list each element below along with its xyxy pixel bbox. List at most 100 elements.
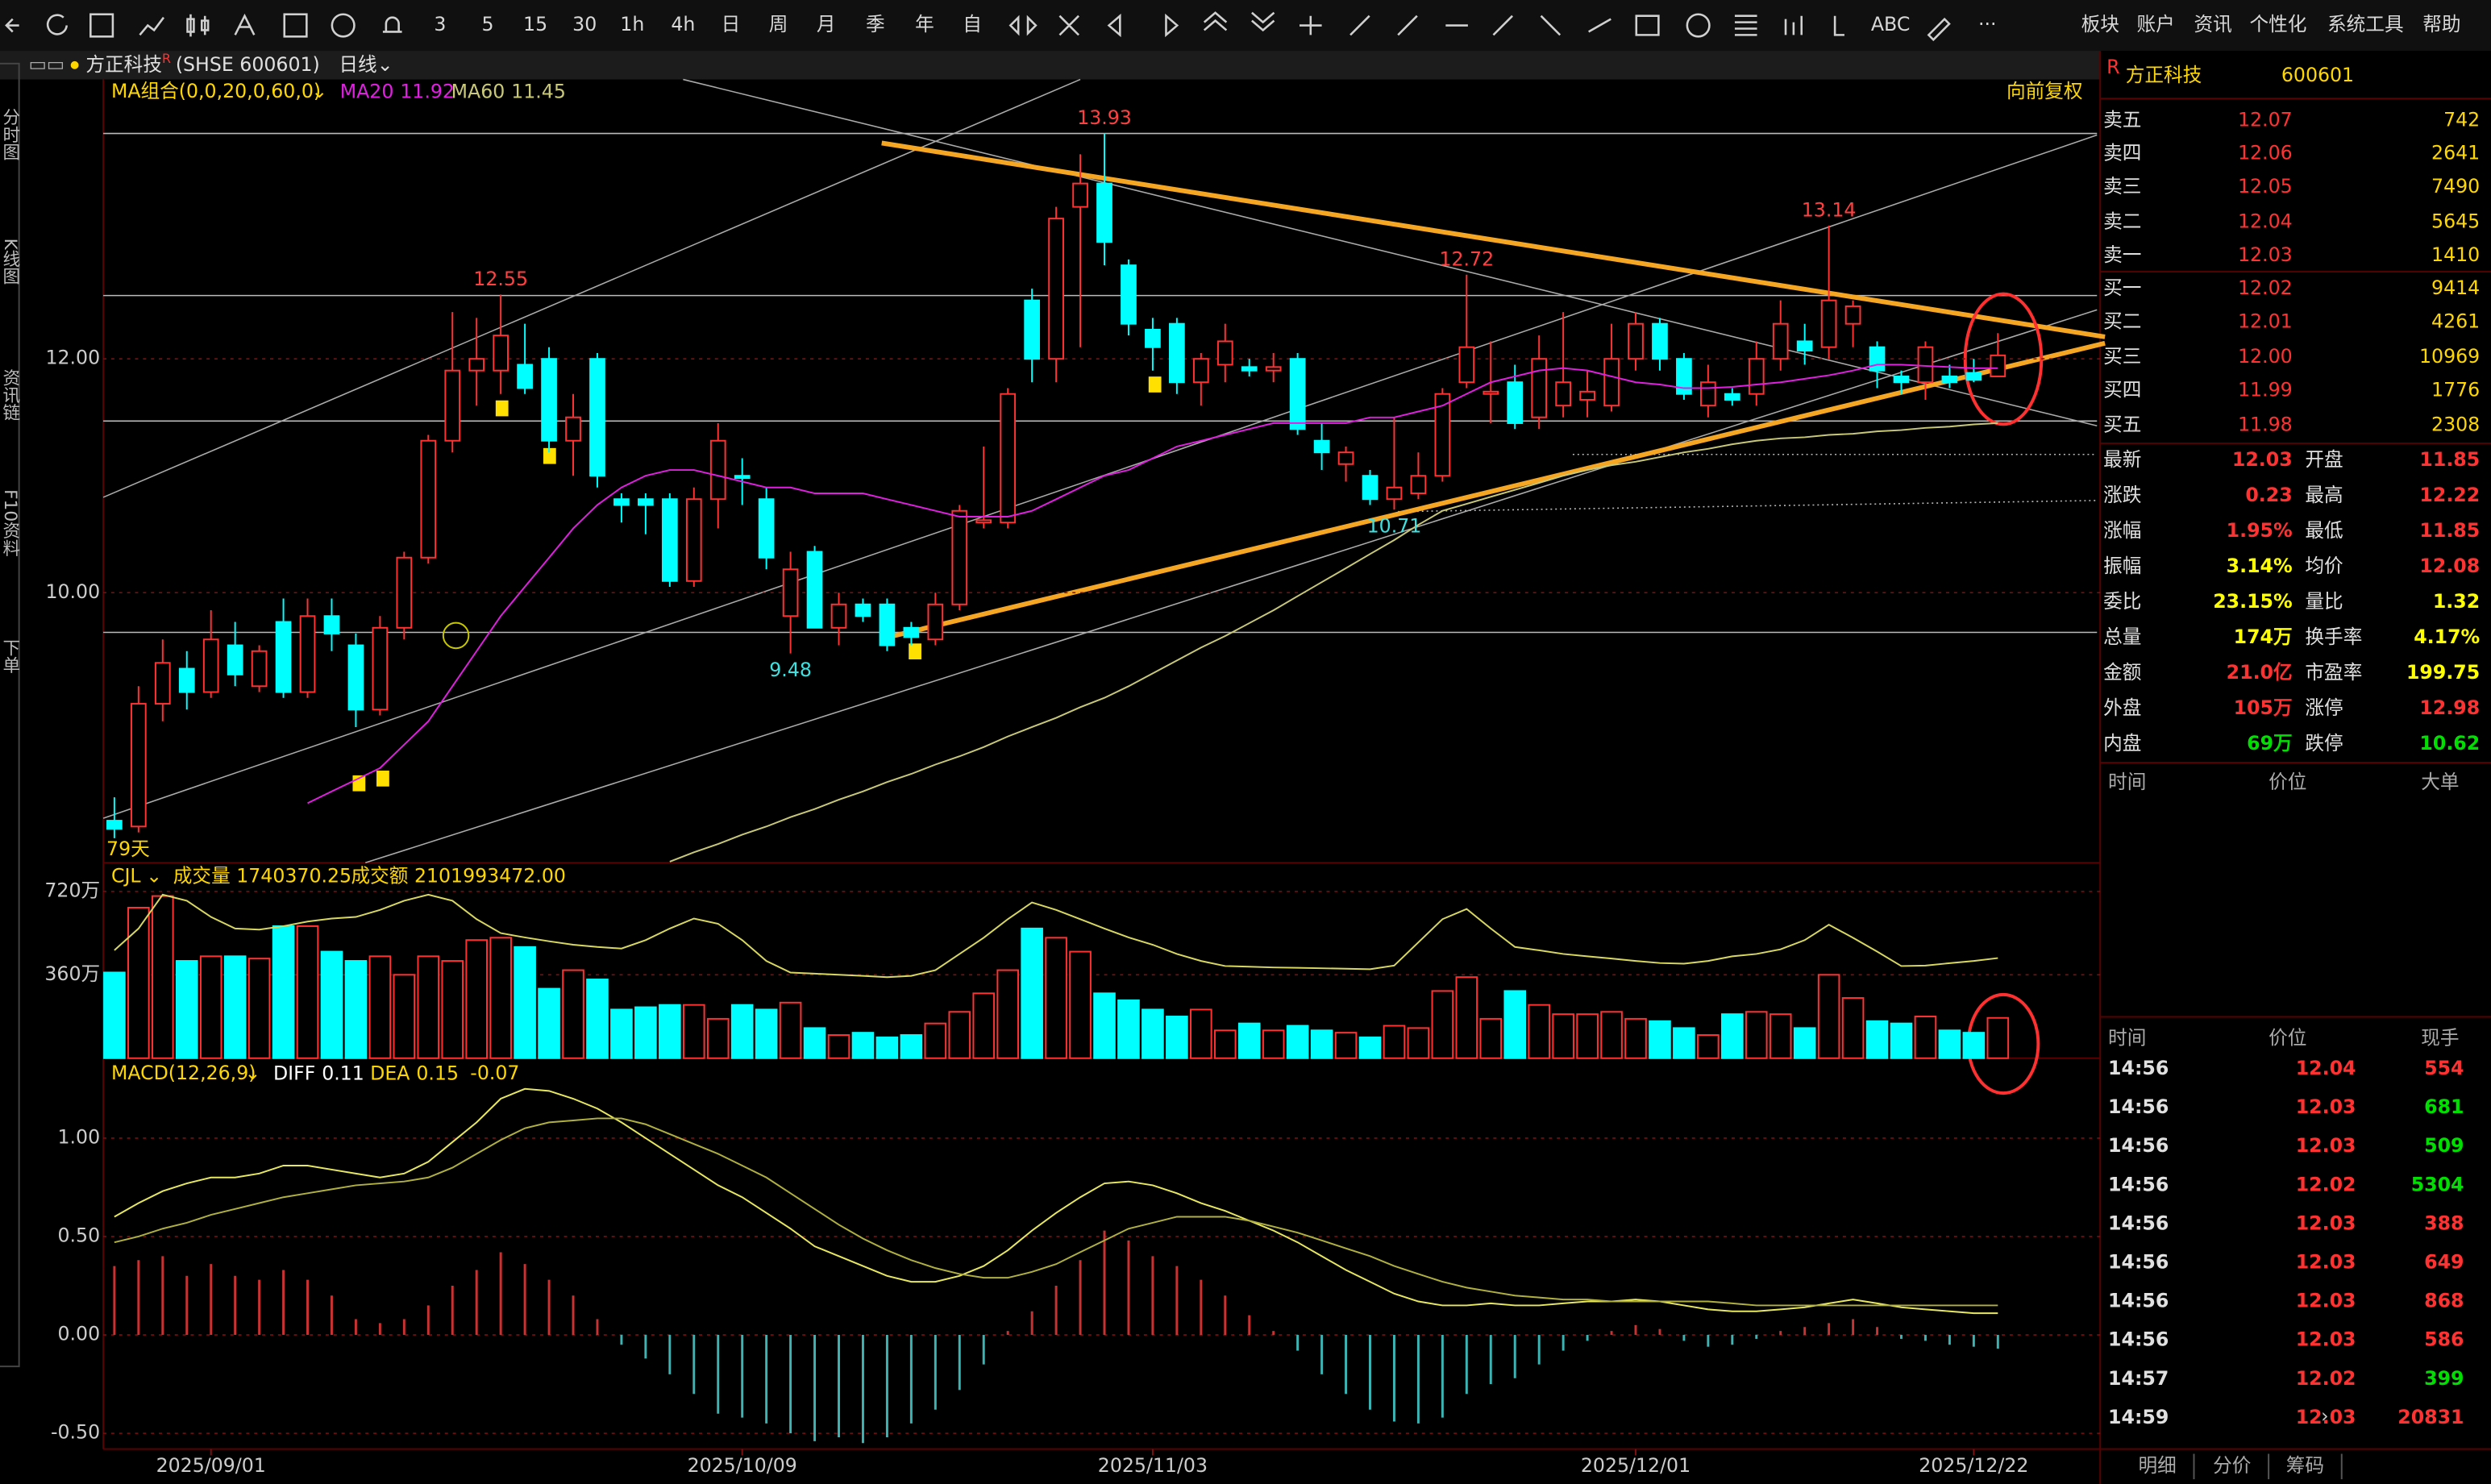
- period[interactable]: 日线: [339, 52, 376, 75]
- note-icon[interactable]: [1148, 376, 1162, 393]
- high-label: 13.14: [1802, 199, 1857, 222]
- candle-icon[interactable]: [186, 14, 210, 37]
- volume-bar: [1334, 1032, 1358, 1059]
- menu-item[interactable]: 个性化: [2249, 13, 2306, 35]
- toolbar-button[interactable]: ABC: [1871, 13, 1910, 35]
- y-tick-label: 12.00: [45, 347, 100, 369]
- panel-tab[interactable]: 分价: [2213, 1454, 2251, 1477]
- toolbar-button[interactable]: 季: [866, 13, 885, 35]
- book-label: 买四: [2103, 378, 2141, 401]
- indicator-label: MACD(12,26,9): [111, 1062, 256, 1084]
- toolbar-button[interactable]: 月: [817, 13, 836, 35]
- volume-bar: [1383, 1025, 1406, 1059]
- book-label: 买二: [2103, 310, 2141, 333]
- note-icon[interactable]: [495, 400, 509, 417]
- sidebar-tab[interactable]: 分时图: [0, 108, 20, 160]
- volume-bar: [610, 1008, 633, 1059]
- volume-bar: [223, 955, 247, 1059]
- tick-volume: 586: [2424, 1328, 2464, 1351]
- toolbar-button[interactable]: 3: [434, 13, 446, 35]
- stat-value: 10.62: [2419, 732, 2480, 754]
- toolbar-button[interactable]: 年: [915, 13, 934, 35]
- toolbar-button[interactable]: 5: [481, 13, 493, 35]
- menu-item[interactable]: 账户: [2137, 13, 2175, 35]
- legend-name: MA60: [451, 80, 505, 102]
- sidebar-tab[interactable]: F10资料: [0, 489, 20, 557]
- toolbar-button[interactable]: 日: [722, 13, 741, 35]
- toolbar-button[interactable]: 4h: [671, 13, 695, 35]
- volume-bar: [779, 1001, 802, 1059]
- tick-time: 14:59: [2108, 1406, 2169, 1428]
- book-label: 卖五: [2103, 108, 2141, 131]
- volume-bar: [1745, 1011, 1768, 1059]
- stat-label: 最高: [2305, 484, 2343, 506]
- stock-name: 方正科技: [85, 52, 162, 75]
- legend-entry: MA20 11.92: [340, 80, 455, 102]
- menu-item[interactable]: 资讯: [2194, 13, 2231, 35]
- candle-body: [1796, 340, 1813, 352]
- candle-body: [1990, 354, 2007, 377]
- candle-body: [927, 603, 944, 641]
- toolbar-button[interactable]: 周: [769, 13, 788, 35]
- book-volume: 1776: [2431, 378, 2480, 401]
- sidebar-tab[interactable]: 下单: [0, 638, 20, 674]
- panel-tab[interactable]: 明细: [2139, 1454, 2177, 1477]
- menu-item[interactable]: 板块: [2081, 13, 2119, 35]
- macd-line: [114, 1087, 1998, 1315]
- line-icon[interactable]: [139, 16, 165, 36]
- column-header: 大单: [2421, 771, 2459, 793]
- candle-body: [1869, 346, 1886, 372]
- volume-bar: [851, 1032, 875, 1059]
- sidebar-tab[interactable]: 资讯链: [0, 368, 20, 421]
- grid-icon[interactable]: [283, 13, 308, 38]
- drawing-tools[interactable]: [1008, 11, 1951, 42]
- sidebar-tab[interactable]: K线图: [0, 239, 20, 285]
- toolbar-button[interactable]: 30: [572, 13, 597, 35]
- note-icon[interactable]: [543, 447, 556, 464]
- toolbar-button[interactable]: ···: [1978, 13, 1997, 35]
- y-tick-label: 10.00: [45, 580, 100, 603]
- column-header: 时间: [2108, 1027, 2146, 1050]
- flash-icon[interactable]: [331, 13, 356, 38]
- candle-body: [1313, 439, 1330, 454]
- menu-item[interactable]: 帮助: [2422, 13, 2460, 35]
- draw-icon[interactable]: [234, 13, 256, 35]
- menu-item[interactable]: 系统工具: [2327, 13, 2404, 35]
- book-volume: 5645: [2431, 210, 2480, 232]
- list-icon[interactable]: [89, 13, 114, 38]
- volume-bar: [127, 906, 150, 1059]
- refresh-icon[interactable]: [46, 14, 69, 35]
- panel-tab[interactable]: 筹码: [2286, 1454, 2324, 1477]
- bell-icon[interactable]: [382, 16, 402, 33]
- candle-body: [589, 358, 605, 477]
- volume-bar: [1093, 992, 1116, 1059]
- toolbar-button[interactable]: 15: [523, 13, 547, 35]
- book-price: 11.98: [2238, 414, 2293, 436]
- row-pointer: ›: [2321, 1405, 2328, 1428]
- candle-body: [1362, 475, 1379, 501]
- tick-price: 12.03: [2296, 1406, 2356, 1428]
- ma-line: [307, 364, 1998, 804]
- toolbar-button[interactable]: 自: [963, 13, 982, 35]
- adjust-label[interactable]: 向前复权: [2007, 80, 2083, 102]
- note-icon[interactable]: [909, 643, 921, 660]
- toolbar-button[interactable]: 1h: [620, 13, 644, 35]
- tick-time: 14:56: [2108, 1328, 2169, 1351]
- stat-label: 均价: [2305, 555, 2343, 577]
- tick-price: 12.03: [2296, 1212, 2356, 1234]
- tick-price: 12.03: [2296, 1328, 2356, 1351]
- book-volume: 10969: [2419, 345, 2480, 368]
- x-tick-label: 2025/12/01: [1581, 1454, 1690, 1477]
- candle-body: [1096, 182, 1112, 243]
- toolbar-icons[interactable]: [5, 11, 1951, 42]
- volume-bar: [659, 1004, 681, 1059]
- resistance-line: [881, 140, 2106, 339]
- volume-bar: [1286, 1025, 1309, 1059]
- volume-bar: [152, 895, 174, 1059]
- candle-body: [299, 615, 316, 693]
- legend: ⌄: [311, 80, 327, 102]
- back-icon[interactable]: [5, 18, 19, 33]
- note-icon[interactable]: [376, 770, 389, 787]
- candle-body: [1652, 322, 1668, 360]
- stat-label: 跌停: [2305, 732, 2343, 754]
